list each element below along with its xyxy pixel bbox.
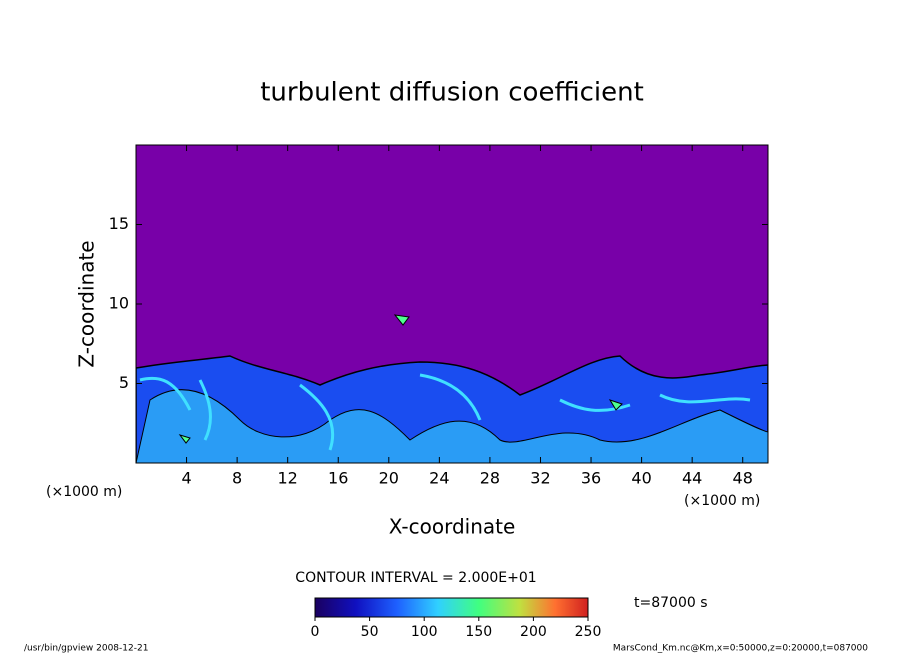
axis-unit: (×1000 m) [46,484,122,500]
x-tick-label: 28 [480,469,500,488]
x-tick-label: 32 [530,469,550,488]
colorbar-tick-label: 200 [520,624,547,640]
x-tick-label: 4 [181,469,191,488]
y-tick-label: 10 [109,294,129,313]
x-axis-label: X-coordinate [389,515,516,539]
y-tick-label: 15 [109,214,129,233]
x-tick-label: 16 [328,469,348,488]
turbulent-layer [136,389,768,463]
x-tick-label: 36 [581,469,601,488]
footer-left: /usr/bin/gpview 2008-12-21 [24,644,148,654]
colorbar-tick-label: 100 [411,624,438,640]
axis-unit: (×1000 m) [684,493,760,509]
y-axis-label: Z-coordinate [75,240,99,367]
x-tick-label: 20 [379,469,399,488]
colorbar-tick-label: 250 [575,624,602,640]
y-tick-label: 5 [119,373,129,392]
colorbar [314,597,589,618]
x-tick-label: 48 [733,469,753,488]
time-label: t=87000 s [634,595,708,611]
chart-title: turbulent diffusion coefficient [260,78,644,108]
streak [139,373,751,451]
x-tick-label: 40 [631,469,651,488]
streak [178,314,623,444]
field [136,314,768,463]
colorbar-tick-label: 150 [465,624,492,640]
colorbar-tick-label: 0 [311,624,320,640]
x-tick-label: 12 [278,469,298,488]
colorbar-tick-label: 50 [361,624,379,640]
x-tick-label: 8 [232,469,242,488]
contour-interval: CONTOUR INTERVAL = 2.000E+01 [295,570,536,586]
footer-right: MarsCond_Km.nc@Km,x=0:50000,z=0:20000,t=… [613,644,868,654]
x-tick-label: 44 [682,469,702,488]
x-tick-label: 24 [429,469,449,488]
